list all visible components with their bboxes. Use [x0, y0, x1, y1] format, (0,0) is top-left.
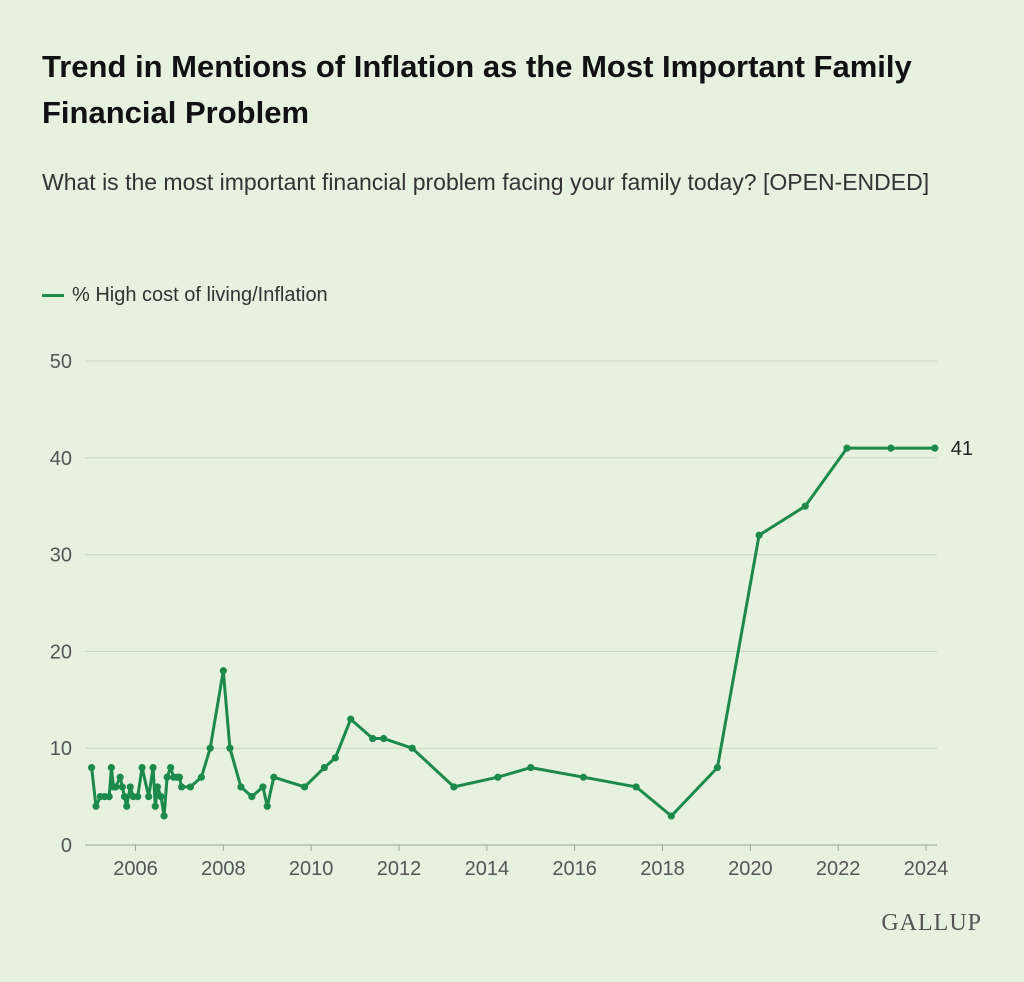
data-point — [87, 763, 96, 772]
data-point — [134, 793, 142, 801]
data-point — [197, 773, 205, 781]
data-point — [167, 763, 175, 772]
x-tick-label: 2008 — [201, 858, 246, 880]
x-tick-label: 2012 — [377, 858, 422, 880]
y-tick-label: 40 — [50, 448, 72, 470]
data-point — [105, 793, 113, 801]
data-point — [123, 802, 131, 810]
data-point — [527, 763, 535, 772]
data-point — [494, 773, 502, 781]
data-point — [263, 802, 271, 810]
data-point — [801, 502, 809, 510]
data-point — [380, 734, 388, 743]
data-point — [206, 744, 214, 752]
data-point — [112, 783, 120, 791]
data-point — [186, 783, 195, 791]
data-point — [178, 783, 186, 791]
data-point — [149, 763, 157, 772]
y-tick-label: 50 — [50, 351, 72, 373]
data-point — [579, 773, 588, 781]
data-point — [369, 734, 377, 743]
data-point — [248, 793, 256, 801]
x-tick-label: 2006 — [113, 858, 158, 880]
y-tick-label: 10 — [50, 738, 72, 760]
chart-subtitle: What is the most important financial pro… — [42, 169, 930, 195]
data-point — [157, 793, 165, 801]
data-point — [118, 783, 126, 791]
legend-swatch — [42, 294, 64, 297]
data-point — [331, 754, 339, 762]
data-point — [151, 802, 159, 810]
data-point — [153, 783, 162, 791]
data-point — [116, 773, 124, 781]
data-point — [632, 783, 640, 791]
series-line — [90, 446, 937, 818]
y-tick-label: 0 — [61, 835, 72, 857]
data-labels: 41 — [951, 438, 973, 460]
data-point — [408, 744, 416, 752]
data-point — [300, 783, 309, 791]
data-point — [270, 773, 278, 781]
data-point — [931, 444, 939, 452]
y-tick-label: 30 — [50, 545, 72, 567]
data-point — [755, 531, 763, 539]
data-point — [347, 715, 355, 723]
x-axis: 2006 2008 2010 2012 2014 2016 2018 2020 2022 2024 — [113, 845, 948, 880]
data-point — [138, 763, 146, 772]
chart-title: Trend in Mentions of Inflation as the Mo… — [42, 49, 912, 130]
data-point — [175, 773, 184, 781]
data-point — [120, 793, 129, 801]
legend-label: % High cost of living/Inflation — [72, 284, 328, 306]
data-point — [226, 744, 234, 752]
series-line-path — [90, 446, 937, 818]
data-point — [107, 763, 115, 772]
data-point — [667, 812, 675, 820]
gallup-logo: GALLUP — [881, 910, 982, 936]
end-value-label: 41 — [951, 438, 973, 460]
y-axis: 0 10 20 30 40 50 — [50, 351, 72, 857]
data-point — [843, 444, 851, 452]
grid-lines — [85, 360, 937, 846]
data-point — [713, 763, 722, 772]
chart-legend: % High cost of living/Inflation — [42, 284, 328, 307]
data-point — [887, 444, 895, 452]
x-tick-label: 2018 — [640, 858, 685, 880]
series-points — [87, 444, 939, 820]
x-tick-label: 2024 — [904, 858, 949, 880]
data-point — [163, 773, 171, 781]
x-tick-label: 2010 — [289, 858, 334, 880]
data-point — [145, 793, 153, 801]
y-tick-label: 20 — [50, 641, 72, 663]
data-point — [92, 802, 100, 810]
data-point — [126, 783, 134, 791]
data-point — [237, 783, 245, 791]
data-point — [450, 783, 458, 791]
x-tick-label: 2020 — [728, 858, 773, 880]
data-point — [320, 763, 328, 772]
data-point — [219, 667, 227, 675]
data-point — [160, 812, 168, 820]
x-tick-label: 2022 — [816, 858, 861, 880]
data-point — [259, 783, 267, 791]
x-tick-label: 2014 — [465, 858, 510, 880]
x-tick-label: 2016 — [552, 858, 597, 880]
